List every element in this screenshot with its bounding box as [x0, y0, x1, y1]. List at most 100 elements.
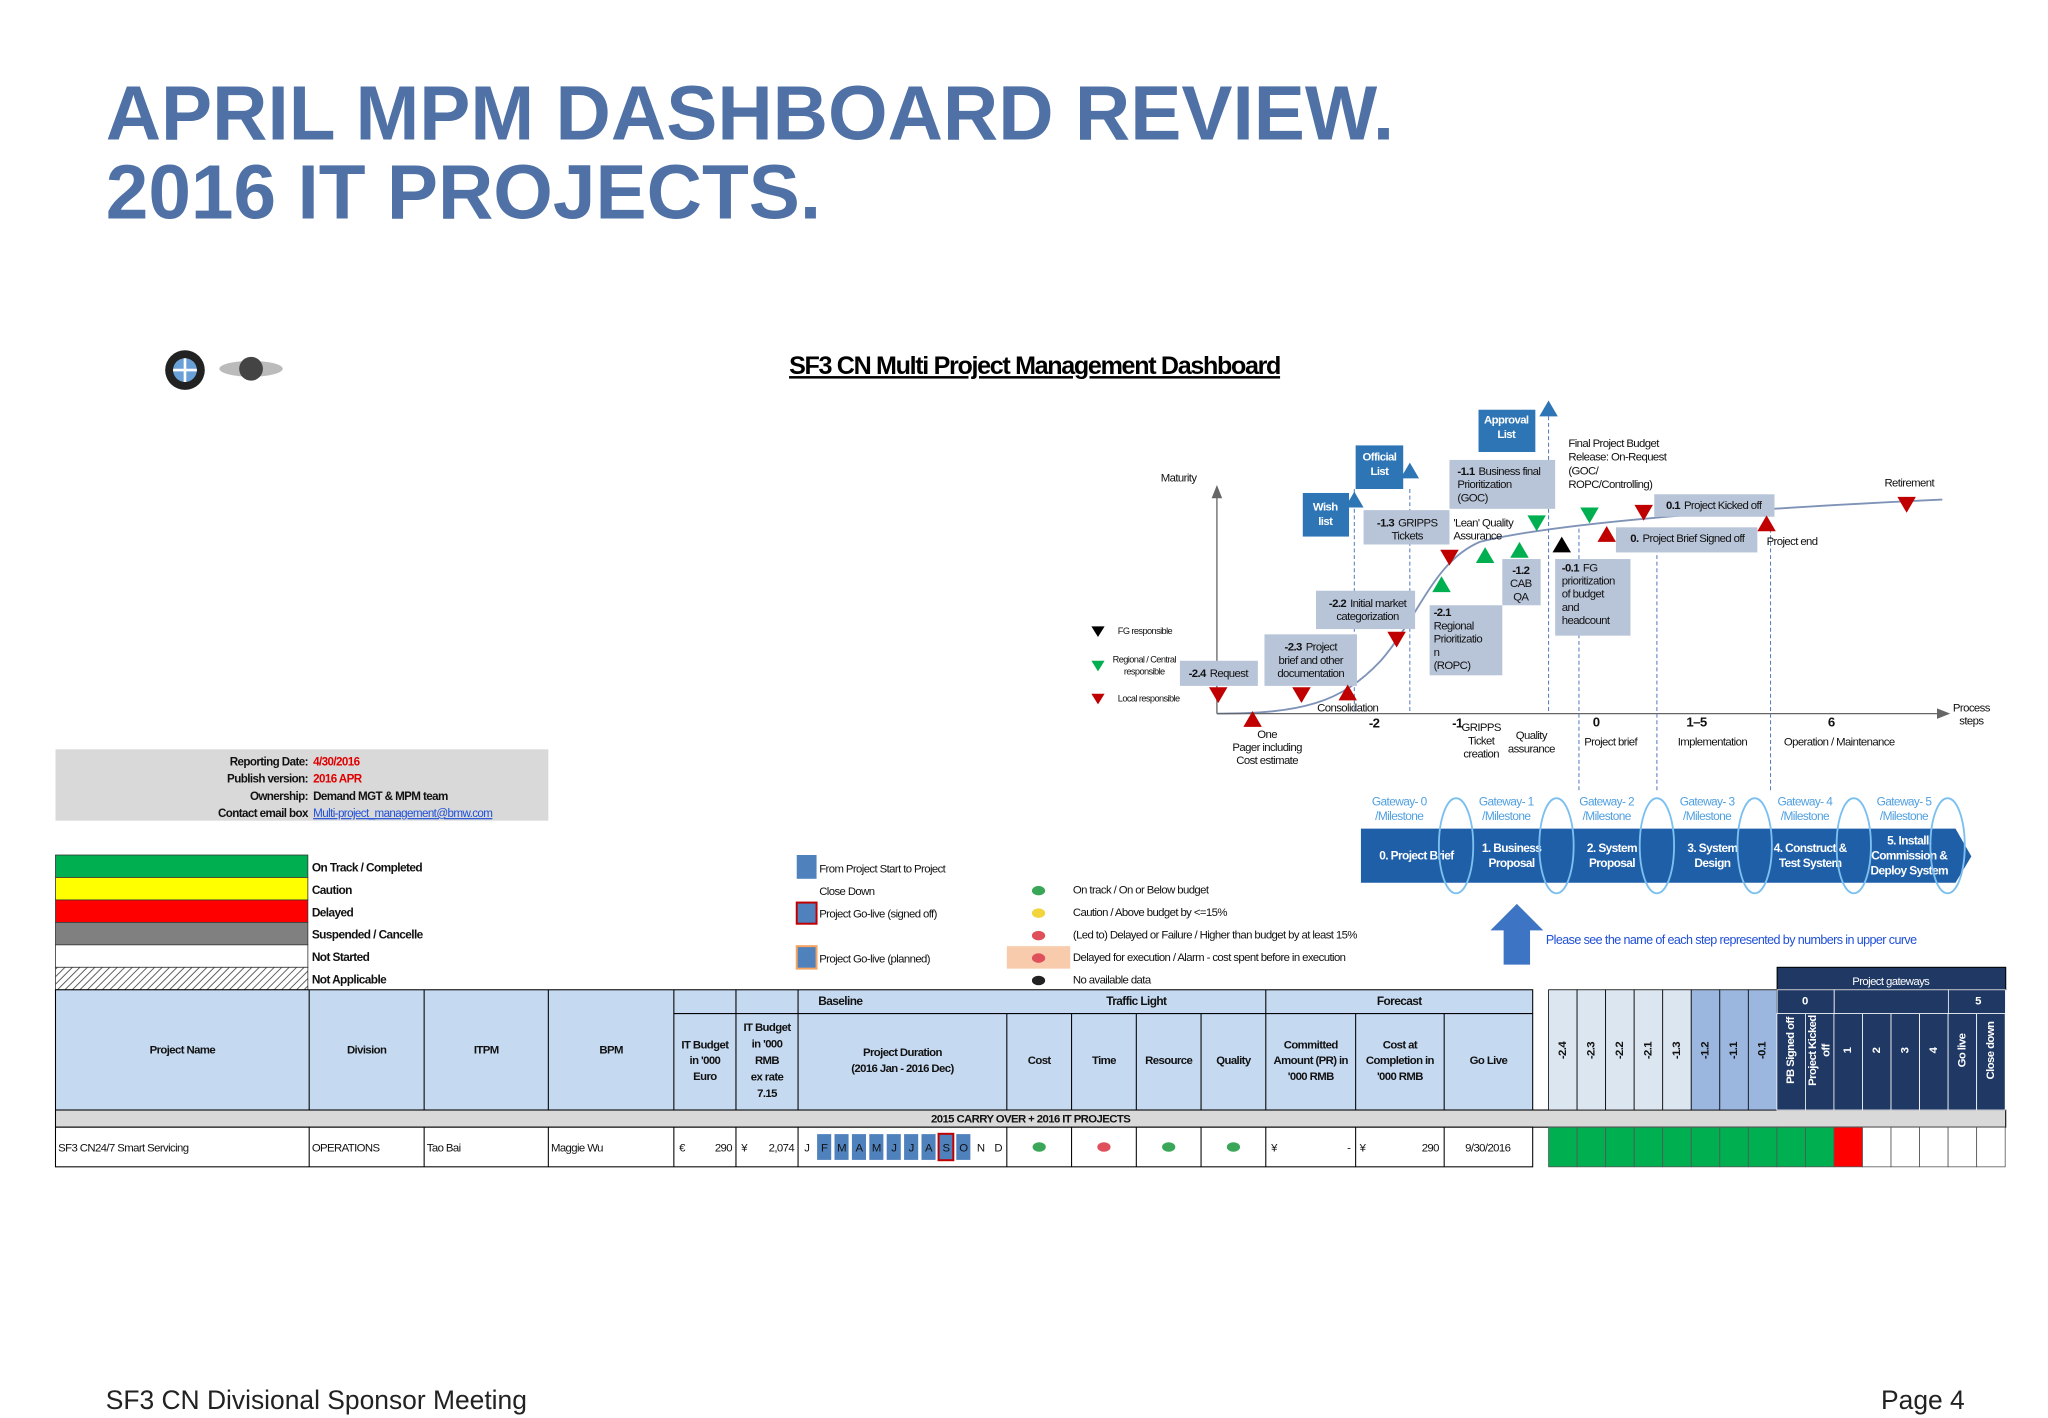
status-swatch — [55, 854, 309, 878]
label: OPERATIONS — [312, 1142, 381, 1154]
gateway-status — [1833, 1126, 1863, 1168]
month-cell — [816, 1133, 832, 1161]
label: Gateway- 3 — [1680, 794, 1736, 808]
gateway-status — [1862, 1126, 1892, 1168]
gateway-status — [1747, 1126, 1778, 1168]
month-cell — [903, 1133, 919, 1161]
label: GRIPPS — [1461, 722, 1501, 734]
label: Gateway- 1 — [1479, 794, 1535, 808]
label: Maggie Wu — [551, 1142, 603, 1154]
gateway-ring — [1437, 797, 1475, 895]
step-label: -2.4 Request — [1189, 668, 1250, 680]
label: 4. Construct & — [1774, 841, 1848, 855]
step-text: Initial market — [1350, 598, 1408, 610]
label: IT Budget — [743, 1022, 791, 1034]
label: in '000 — [690, 1055, 721, 1067]
gateway-status — [1776, 1126, 1806, 1168]
label: -1 — [1452, 716, 1463, 731]
label: Regional — [1434, 620, 1474, 632]
label: Release: On-Request — [1568, 452, 1667, 464]
label: Gateway- 0 — [1372, 794, 1428, 808]
label: Tao Bai — [427, 1142, 461, 1154]
month-cell — [851, 1133, 867, 1161]
gateway-col — [1919, 1013, 1949, 1111]
gateway-col — [1776, 1013, 1806, 1111]
label: -1.1 — [1728, 1042, 1740, 1059]
label: 3. System — [1687, 841, 1737, 855]
label: Committed — [1284, 1039, 1339, 1051]
label: (ROPC) — [1434, 660, 1472, 672]
label: ¥ — [1359, 1142, 1367, 1154]
step-label: -1.1 Business final — [1457, 466, 1540, 478]
step-box — [1316, 590, 1416, 630]
label: SF3 CN24/7 Smart Servicing — [58, 1142, 189, 1154]
step-label: -0.1 FG — [1562, 562, 1598, 574]
label: and — [1562, 602, 1579, 614]
label: Wish — [1313, 502, 1338, 514]
timeline-swatch — [795, 945, 818, 970]
label: Approval — [1484, 414, 1529, 426]
label: '000 RMB — [1288, 1071, 1334, 1083]
label: Caution — [312, 883, 352, 897]
label: 1. Business — [1482, 841, 1542, 855]
gateway-status — [1919, 1126, 1949, 1168]
label: Regional / Central — [1113, 655, 1177, 665]
label: Quality — [1516, 730, 1548, 742]
label: -2.3 — [1585, 1042, 1597, 1059]
triangle — [1208, 687, 1228, 704]
label: 2. System — [1587, 841, 1637, 855]
label: 4 — [1928, 1046, 1940, 1053]
gateway-ring — [1638, 797, 1675, 895]
label: -2 — [1369, 716, 1380, 731]
slide-title: APRIL MPM DASHBOARD REVIEW. — [106, 71, 1395, 156]
label: Project end — [1767, 536, 1818, 548]
label: categorization — [1336, 611, 1399, 623]
label: creation — [1463, 749, 1499, 761]
gateway-col — [1548, 989, 1578, 1111]
label: Completion in — [1366, 1055, 1435, 1067]
table-row — [54, 1126, 1534, 1168]
label: /Milestone — [1375, 809, 1424, 823]
label: Cost at — [1383, 1039, 1418, 1051]
axis-arrow — [1211, 485, 1223, 499]
traffic-dot — [1031, 975, 1046, 986]
label: Demand MGT & MPM team — [313, 790, 448, 803]
label: ¥ — [1270, 1142, 1278, 1154]
gateway-ring — [1538, 797, 1575, 895]
step-text: Project Brief Signed off — [1643, 533, 1746, 545]
status-swatch — [55, 944, 309, 968]
gateway-status — [1633, 1126, 1664, 1168]
label: Go live — [1956, 1033, 1968, 1067]
label: '000 RMB — [1377, 1071, 1423, 1083]
gateway-col — [1747, 989, 1778, 1111]
gateway-status — [1976, 1126, 2006, 1168]
step-code: -1.1 — [1457, 466, 1474, 478]
step-text: Project Kicked off — [1684, 500, 1763, 512]
label: 2016 APR — [313, 773, 363, 786]
label: 290 — [715, 1142, 732, 1154]
label: Division — [347, 1045, 387, 1057]
label: Gateway- 2 — [1579, 794, 1634, 808]
triangle — [1440, 549, 1459, 566]
step-text: Project — [1306, 642, 1339, 654]
step-label: -2.3 Project — [1285, 642, 1339, 654]
axis-arrow — [1937, 708, 1951, 719]
label: Delayed for execution / Alarm - cost spe… — [1073, 952, 1346, 964]
label: Retirement — [1884, 478, 1935, 490]
traffic-dot — [1031, 885, 1046, 896]
label: Project brief — [1584, 737, 1638, 749]
gateway-status — [1662, 1126, 1692, 1168]
triangle — [1400, 462, 1420, 479]
triangle — [1345, 491, 1364, 508]
label: in '000 — [752, 1039, 783, 1051]
legend-triangle — [1091, 693, 1105, 705]
label: Pager including — [1232, 742, 1302, 754]
label: J — [909, 1142, 914, 1154]
gateway-col — [1605, 989, 1635, 1111]
traffic-dot — [1031, 930, 1046, 941]
step-box — [1615, 527, 1758, 553]
footer: Page 4 — [1881, 1385, 1965, 1415]
label: List — [1497, 429, 1516, 441]
